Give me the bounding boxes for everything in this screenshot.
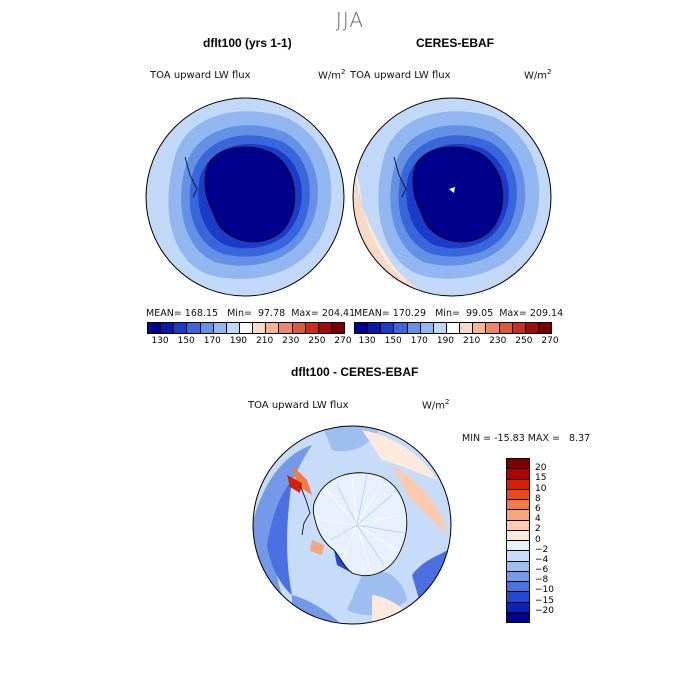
panel-1-colorbar-tick-label: 210 — [256, 336, 274, 346]
panel-2-title: CERES-EBAF — [416, 36, 495, 50]
panel-2-colorbar-swatch — [355, 323, 369, 333]
diff-colorbar-tick-label: 0 — [535, 534, 541, 545]
panel-2-colorbar-swatch — [407, 323, 421, 333]
diff-colorbar-tick-label: −10 — [535, 585, 554, 596]
panel-1-colorbar-tick-label: 150 — [177, 336, 195, 346]
panel-2-colorbar — [354, 322, 552, 334]
diff-colorbar-tick-label: 4 — [535, 514, 541, 525]
panel-1-colorbar-swatch — [318, 323, 332, 333]
panel-1-colorbar-tick-label: 230 — [282, 336, 300, 346]
panel-2-colorbar-swatch — [433, 323, 447, 333]
panel-1-colorbar-swatch — [226, 323, 240, 333]
diff-colorbar-swatch — [507, 479, 529, 490]
diff-colorbar-swatch — [507, 582, 529, 593]
panel-2-colorbar-swatch — [368, 323, 382, 333]
panel-1-colorbar-swatch — [305, 323, 319, 333]
diff-colorbar-tick-label: −4 — [535, 554, 549, 565]
panel-2-colorbar-swatch — [525, 323, 539, 333]
diff-colorbar-tick-label: 2 — [535, 524, 541, 535]
panel-2-colorbar-tick-label: 270 — [541, 336, 559, 346]
panel-2-colorbar-swatch — [512, 323, 526, 333]
diff-stats: MIN = -15.83 MAX = 8.37 — [462, 433, 591, 444]
panel-1-map — [145, 97, 345, 297]
panel-2-colorbar-tick-label: 150 — [384, 336, 402, 346]
panel-1-colorbar-swatch — [331, 323, 345, 333]
diff-colorbar — [506, 458, 530, 623]
diff-colorbar-tick-label: 8 — [535, 493, 541, 504]
panel-2-colorbar-swatch — [473, 323, 487, 333]
panel-1-colorbar-swatch — [253, 323, 267, 333]
panel-1-colorbar-swatch — [174, 323, 188, 333]
diff-colorbar-tick-label: 15 — [535, 473, 547, 484]
panel-1-colorbar-swatch — [279, 323, 293, 333]
diff-colorbar-swatch — [507, 612, 529, 622]
panel-1-colorbar-swatch — [148, 323, 162, 333]
panel-2-colorbar-tick-label: 130 — [358, 336, 376, 346]
panel-2-colorbar-swatch — [460, 323, 474, 333]
panel-2-colorbar-tick-label: 230 — [489, 336, 507, 346]
panel-1-colorbar-tick-label: 270 — [334, 336, 352, 346]
diff-colorbar-tick-label: −15 — [535, 595, 554, 606]
diff-variable-label: TOA upward LW flux — [248, 400, 349, 411]
panel-2-variable-label: TOA upward LW flux — [350, 70, 451, 81]
panel-1-colorbar-tick-label: 170 — [203, 336, 221, 346]
panel-1-colorbar-swatch — [187, 323, 201, 333]
panel-2-colorbar-tick-label: 210 — [463, 336, 481, 346]
diff-colorbar-swatch — [507, 500, 529, 511]
panel-1-colorbar-swatch — [213, 323, 227, 333]
panel-1-colorbar — [147, 322, 345, 334]
diff-colorbar-swatch — [507, 530, 529, 541]
panel-1-colorbar-swatch — [239, 323, 254, 333]
panel-1-colorbar-tick-label: 190 — [229, 336, 248, 346]
panel-1-colorbar-swatch — [161, 323, 175, 333]
diff-unit: W/m2 — [422, 398, 450, 412]
panel-2-unit: W/m2 — [524, 68, 552, 82]
panel-1-colorbar-swatch — [266, 323, 280, 333]
panel-1-colorbar-tick-label: 130 — [151, 336, 169, 346]
panel-1-colorbar-swatch — [292, 323, 306, 333]
diff-colorbar-tick-label: 6 — [535, 503, 541, 514]
diff-colorbar-tick-label: −2 — [535, 544, 549, 555]
diff-colorbar-swatch — [507, 520, 529, 531]
panel-2-colorbar-swatch — [381, 323, 395, 333]
panel-1-colorbar-tick-label: 250 — [308, 336, 326, 346]
panel-2-colorbar-swatch — [394, 323, 408, 333]
diff-colorbar-tick-label: 10 — [535, 483, 547, 494]
panel-2-colorbar-swatch — [499, 323, 513, 333]
diff-colorbar-tick-label: 20 — [535, 463, 547, 474]
panel-1-stats: MEAN= 168.15 Min= 97.78 Max= 204.41 — [146, 308, 356, 319]
panel-1-variable-label: TOA upward LW flux — [150, 70, 251, 81]
panel-1-title: dflt100 (yrs 1-1) — [203, 36, 292, 50]
diff-colorbar-tick-label: −20 — [535, 605, 554, 616]
diff-colorbar-swatch — [507, 469, 529, 480]
panel-1-colorbar-swatch — [200, 323, 214, 333]
season-title: JJA — [335, 8, 365, 32]
diff-colorbar-swatch — [507, 592, 529, 603]
panel-2-colorbar-swatch — [538, 323, 552, 333]
diff-colorbar-swatch — [507, 561, 529, 572]
panel-2-stats: MEAN= 170.29 Min= 99.05 Max= 209.14 — [354, 308, 564, 319]
diff-colorbar-swatch — [507, 602, 529, 613]
diff-colorbar-swatch — [507, 551, 529, 562]
panel-2-colorbar-swatch — [420, 323, 434, 333]
diff-colorbar-ticks: 20 15 10 8 6 4 2 0 −2 −4 −6 −8 −10 −15 −20 — [535, 458, 575, 621]
panel-1-unit: W/m2 — [318, 68, 346, 82]
panel-2-colorbar-tick-label: 190 — [436, 336, 455, 346]
diff-colorbar-swatch — [507, 510, 529, 521]
panel-2-colorbar-tick-label: 170 — [410, 336, 428, 346]
panel-2-colorbar-swatch — [486, 323, 500, 333]
panel-2-colorbar-swatch — [446, 323, 461, 333]
diff-colorbar-tick-label: −6 — [535, 565, 549, 576]
diff-colorbar-swatch — [507, 489, 529, 500]
diff-colorbar-tick-label: −8 — [535, 575, 549, 586]
diff-map — [252, 425, 452, 625]
diff-colorbar-swatch — [507, 571, 529, 582]
diff-title: dflt100 - CERES-EBAF — [291, 365, 419, 379]
panel-2-colorbar-tick-label: 250 — [515, 336, 533, 346]
panel-2-map — [352, 97, 552, 297]
diff-colorbar-swatch — [507, 459, 529, 470]
diff-colorbar-swatch — [507, 541, 529, 552]
